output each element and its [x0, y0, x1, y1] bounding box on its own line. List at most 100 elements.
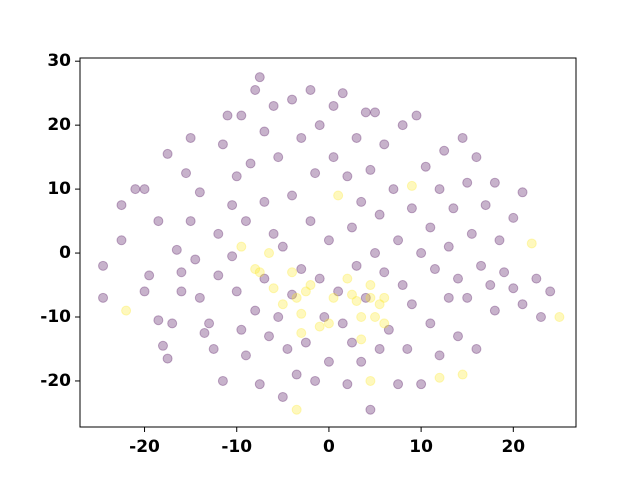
point: [416, 379, 427, 390]
point: [296, 308, 307, 319]
y-tick-label: 10: [47, 179, 71, 199]
point: [171, 244, 182, 255]
point: [314, 321, 325, 332]
point: [121, 305, 132, 316]
point: [162, 148, 173, 159]
point: [296, 327, 307, 338]
point: [236, 110, 247, 121]
point: [356, 334, 367, 345]
point: [471, 343, 482, 354]
point: [342, 171, 353, 182]
point: [383, 324, 394, 335]
point: [254, 379, 265, 390]
point: [300, 286, 311, 297]
point: [199, 327, 210, 338]
x-tick-label: 0: [323, 437, 335, 457]
point: [314, 120, 325, 131]
point: [245, 158, 256, 169]
point: [259, 126, 270, 137]
x-tick-label: -20: [129, 437, 160, 457]
point: [508, 212, 519, 223]
point: [176, 286, 187, 297]
point: [535, 312, 546, 323]
point: [434, 350, 445, 361]
point: [374, 343, 385, 354]
point: [531, 273, 542, 284]
point: [351, 132, 362, 143]
point: [356, 312, 367, 323]
point: [310, 375, 321, 386]
point: [291, 292, 302, 303]
point: [480, 200, 491, 211]
point: [273, 312, 284, 323]
point: [342, 379, 353, 390]
point: [259, 196, 270, 207]
point: [139, 184, 150, 195]
point: [365, 292, 376, 303]
point: [379, 267, 390, 278]
point: [310, 168, 321, 179]
point: [231, 171, 242, 182]
point: [277, 391, 288, 402]
point: [425, 222, 436, 233]
point: [517, 299, 528, 310]
point: [337, 318, 348, 329]
point: [98, 260, 109, 271]
point: [508, 283, 519, 294]
point: [370, 248, 381, 259]
point: [402, 343, 413, 354]
point: [268, 100, 279, 111]
point: [333, 190, 344, 201]
y-tick-label: -10: [40, 307, 71, 327]
point: [406, 299, 417, 310]
point: [98, 292, 109, 303]
point: [457, 132, 468, 143]
point: [277, 299, 288, 310]
point: [250, 84, 261, 95]
point: [162, 353, 173, 364]
point: [494, 235, 505, 246]
point: [485, 280, 496, 291]
point: [443, 292, 454, 303]
point: [328, 152, 339, 163]
point: [393, 235, 404, 246]
point: [263, 248, 274, 259]
point: [259, 273, 270, 284]
point: [351, 260, 362, 271]
point: [526, 238, 537, 249]
x-tick-label: 20: [501, 437, 525, 457]
point: [462, 177, 473, 188]
point: [397, 280, 408, 291]
point: [370, 312, 381, 323]
point: [411, 110, 422, 121]
point: [250, 305, 261, 316]
point: [273, 152, 284, 163]
point: [379, 292, 390, 303]
point: [406, 203, 417, 214]
point: [365, 375, 376, 386]
point: [176, 267, 187, 278]
point: [333, 286, 344, 297]
point: [204, 318, 215, 329]
point: [379, 318, 390, 329]
point: [287, 289, 298, 300]
plot-frame: [79, 57, 577, 428]
point: [434, 184, 445, 195]
point: [287, 267, 298, 278]
point: [434, 372, 445, 383]
point: [254, 267, 265, 278]
point: [181, 168, 192, 179]
point: [254, 72, 265, 83]
x-tick-label: -10: [221, 437, 252, 457]
point: [337, 88, 348, 99]
point: [360, 292, 371, 303]
point: [370, 107, 381, 118]
point: [240, 216, 251, 227]
point: [287, 94, 298, 105]
point: [360, 107, 371, 118]
point: [406, 180, 417, 191]
point: [425, 318, 436, 329]
y-tick-label: 30: [47, 51, 71, 71]
point: [185, 132, 196, 143]
point: [346, 337, 357, 348]
